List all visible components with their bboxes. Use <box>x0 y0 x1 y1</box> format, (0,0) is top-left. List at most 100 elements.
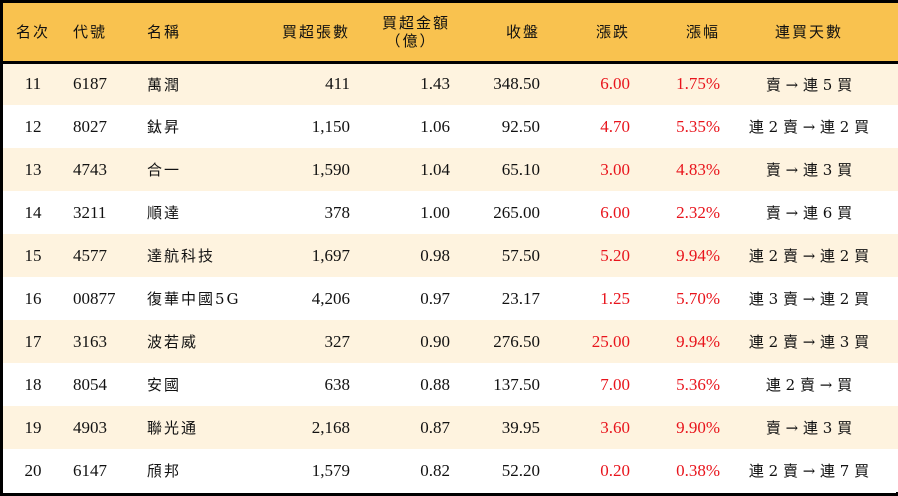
table-row: 19 4903 聯光通 2,168 0.87 39.95 3.60 9.90% … <box>3 406 898 449</box>
cell-rank: 19 <box>24 417 42 437</box>
cell-code: 3211 <box>73 202 107 222</box>
header-consecutive-buy-days: 連買天數 <box>720 3 898 64</box>
header-net-buy-amount-line2: （億） <box>385 31 437 50</box>
header-name: 名稱 <box>133 3 253 64</box>
cell-close: 348.50 <box>493 74 540 94</box>
cell-name: 安國 <box>147 376 182 394</box>
cell-net-buy-amount: 0.98 <box>420 245 450 265</box>
cell-code: 8054 <box>73 374 107 394</box>
cell-rank: 18 <box>24 374 42 394</box>
cell-close: 23.17 <box>501 288 540 308</box>
cell-rank: 17 <box>24 331 42 351</box>
cell-close: 65.10 <box>501 159 540 179</box>
cell-name: 達航科技 <box>147 247 216 265</box>
header-row: 名次 代號 名稱 買超張數 買超金額 （億） 收盤 漲跌 漲幅 連買天數 <box>3 3 898 64</box>
cell-consecutive-buy-days: 連 2 賣 → 買 <box>765 376 853 394</box>
cell-net-buy-lots: 327 <box>324 331 351 351</box>
cell-net-buy-lots: 1,697 <box>311 245 350 265</box>
cell-close: 265.00 <box>493 202 540 222</box>
cell-net-buy-amount: 0.97 <box>420 288 450 308</box>
cell-change-pct: 0.38% <box>676 460 720 480</box>
cell-change: 0.20 <box>600 460 630 480</box>
table-row: 20 6147 頎邦 1,579 0.82 52.20 0.20 0.38% 連… <box>3 449 898 492</box>
cell-net-buy-lots: 411 <box>325 74 350 94</box>
cell-close: 52.20 <box>501 460 540 480</box>
cell-net-buy-lots: 1,590 <box>311 159 350 179</box>
cell-close: 57.50 <box>501 245 540 265</box>
cell-consecutive-buy-days: 賣 → 連 3 買 <box>765 161 853 179</box>
cell-code: 6147 <box>73 460 107 480</box>
cell-consecutive-buy-days: 賣 → 連 6 買 <box>765 204 853 222</box>
header-net-buy-lots: 買超張數 <box>253 3 350 64</box>
cell-consecutive-buy-days: 賣 → 連 5 買 <box>765 75 853 94</box>
cell-code: 3163 <box>73 331 107 351</box>
cell-net-buy-amount: 0.82 <box>420 460 450 480</box>
table-row: 15 4577 達航科技 1,697 0.98 57.50 5.20 9.94%… <box>3 234 898 277</box>
cell-net-buy-amount: 1.06 <box>420 116 450 136</box>
cell-net-buy-amount: 1.00 <box>420 202 450 222</box>
net-buy-ranking-table: 名次 代號 名稱 買超張數 買超金額 （億） 收盤 漲跌 漲幅 連買天數 11 … <box>3 3 898 492</box>
cell-net-buy-amount: 0.87 <box>420 417 450 437</box>
cell-name: 聯光通 <box>147 419 199 437</box>
cell-code: 4903 <box>73 417 107 437</box>
cell-change: 4.70 <box>600 116 630 136</box>
cell-change: 6.00 <box>600 74 630 94</box>
cell-change-pct: 9.94% <box>676 331 720 351</box>
cell-name: 合一 <box>147 161 182 179</box>
cell-change-pct: 1.75% <box>676 74 720 94</box>
cell-net-buy-amount: 1.43 <box>420 74 450 94</box>
table-row: 14 3211 順達 378 1.00 265.00 6.00 2.32% 賣 … <box>3 191 898 234</box>
header-rank: 名次 <box>3 3 63 64</box>
header-change-pct: 漲幅 <box>630 3 720 64</box>
cell-consecutive-buy-days: 連 2 賣 → 連 2 買 <box>748 247 870 265</box>
cell-net-buy-lots: 638 <box>324 374 351 394</box>
cell-name: 波若威 <box>147 333 199 351</box>
cell-rank: 11 <box>24 74 42 94</box>
cell-close: 39.95 <box>501 417 540 437</box>
header-change: 漲跌 <box>540 3 630 64</box>
cell-net-buy-amount: 0.88 <box>420 374 450 394</box>
header-net-buy-amount-line1: 買超金額 <box>381 13 450 32</box>
cell-change-pct: 5.36% <box>676 374 720 394</box>
cell-rank: 16 <box>24 288 42 308</box>
cell-rank: 13 <box>24 159 42 179</box>
cell-net-buy-lots: 4,206 <box>311 288 350 308</box>
table-row: 12 8027 鈦昇 1,150 1.06 92.50 4.70 5.35% 連… <box>3 105 898 148</box>
cell-change: 25.00 <box>591 331 630 351</box>
cell-rank: 20 <box>24 460 42 480</box>
cell-change: 5.20 <box>600 245 630 265</box>
cell-rank: 15 <box>24 245 42 265</box>
cell-code: 8027 <box>73 116 107 136</box>
header-code: 代號 <box>63 3 133 64</box>
table-row: 18 8054 安國 638 0.88 137.50 7.00 5.36% 連 … <box>3 363 898 406</box>
table-row: 11 6187 萬潤 411 1.43 348.50 6.00 1.75% 賣 … <box>3 62 898 105</box>
cell-net-buy-lots: 2,168 <box>311 417 350 437</box>
table-row: 17 3163 波若威 327 0.90 276.50 25.00 9.94% … <box>3 320 898 363</box>
cell-name: 順達 <box>147 204 182 222</box>
cell-change-pct: 5.70% <box>676 288 720 308</box>
cell-consecutive-buy-days: 連 2 賣 → 連 2 買 <box>748 118 870 136</box>
cell-change: 1.25 <box>600 288 630 308</box>
cell-name: 鈦昇 <box>147 118 182 136</box>
cell-name: 頎邦 <box>147 462 182 480</box>
table-row: 13 4743 合一 1,590 1.04 65.10 3.00 4.83% 賣… <box>3 148 898 191</box>
cell-net-buy-amount: 0.90 <box>420 331 450 351</box>
cell-code: 6187 <box>73 74 107 94</box>
cell-consecutive-buy-days: 賣 → 連 3 買 <box>765 419 853 437</box>
cell-net-buy-lots: 378 <box>324 202 351 222</box>
cell-change: 6.00 <box>600 202 630 222</box>
header-net-buy-amount: 買超金額 （億） <box>350 3 450 64</box>
cell-change-pct: 5.35% <box>676 116 720 136</box>
cell-name: 復華中國5G <box>147 290 241 308</box>
cell-net-buy-amount: 1.04 <box>420 159 450 179</box>
header-close: 收盤 <box>450 3 540 64</box>
cell-code: 00877 <box>73 288 116 308</box>
cell-consecutive-buy-days: 連 3 賣 → 連 2 買 <box>748 290 870 308</box>
cell-net-buy-lots: 1,579 <box>311 460 350 480</box>
cell-name: 萬潤 <box>147 75 182 94</box>
cell-rank: 14 <box>24 202 42 222</box>
cell-rank: 12 <box>24 116 42 136</box>
cell-change-pct: 9.90% <box>676 417 720 437</box>
cell-close: 137.50 <box>493 374 540 394</box>
cell-code: 4743 <box>73 159 107 179</box>
